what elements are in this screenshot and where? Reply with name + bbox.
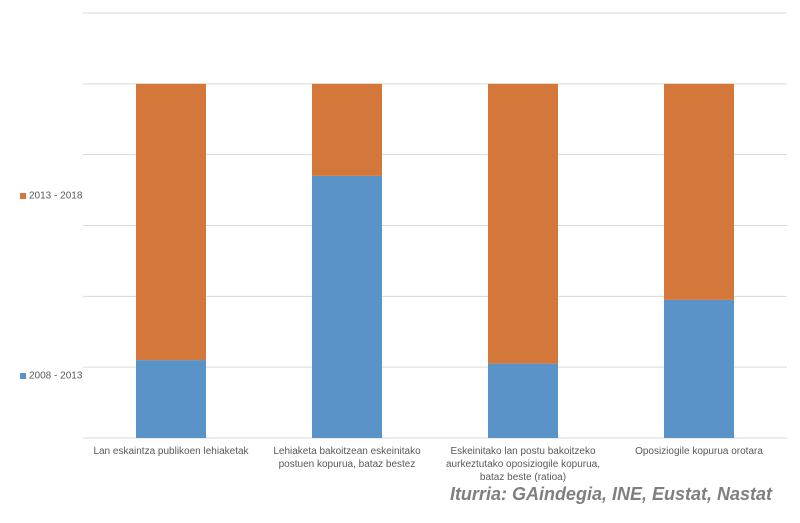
bar-segment xyxy=(664,299,734,438)
bar-segment xyxy=(664,83,734,300)
bar-segment xyxy=(136,360,206,438)
bar-segment xyxy=(136,83,206,361)
bar-segment xyxy=(488,83,558,364)
legend-swatch xyxy=(20,373,26,379)
source-note: Iturria: GAindegia, INE, Eustat, Nastat xyxy=(449,484,772,504)
x-tick-label: Eskeinitako lan postu bakoitzeko aurkezt… xyxy=(446,446,600,483)
bar-segment xyxy=(312,175,382,438)
x-tick-label: Oposiziogile kopurua orotara xyxy=(635,446,763,457)
x-tick-label: Lan eskaintza publikoen lehiaketak xyxy=(93,446,249,457)
legend-label: 2013 - 2018 xyxy=(29,191,83,202)
bar-segment xyxy=(488,363,558,438)
x-tick-label: Lehiaketa bakoitzean eskeinitako postuen… xyxy=(273,446,421,470)
legend-label: 2008 - 2013 xyxy=(29,371,83,382)
legend-swatch xyxy=(20,193,26,199)
bar-segment xyxy=(312,83,382,176)
